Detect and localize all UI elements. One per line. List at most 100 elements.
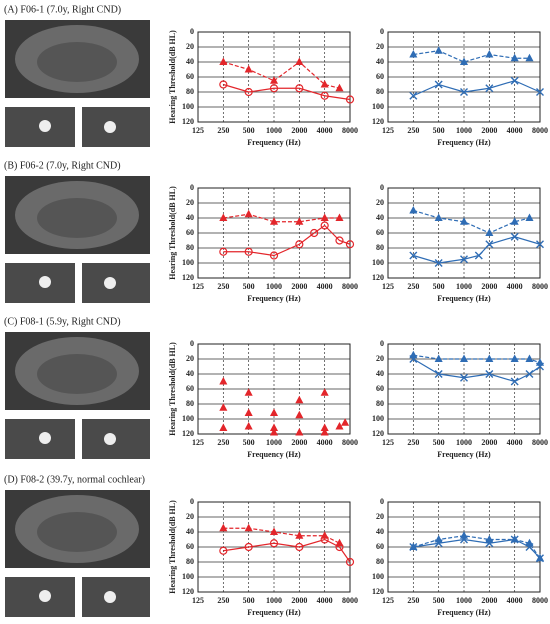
- x-tick-label: 2000: [291, 596, 307, 605]
- x-marker: [434, 370, 443, 378]
- y-tick-label: 60: [376, 72, 384, 81]
- circle-marker: [320, 535, 329, 544]
- x-tick-label: 4000: [317, 596, 333, 605]
- y-tick-label: 20: [376, 512, 384, 521]
- triangle-marker: [219, 376, 228, 385]
- triangle-marker: [295, 395, 304, 404]
- x-tick-label: 125: [382, 282, 394, 291]
- triangle-marker: [219, 213, 228, 221]
- panel-label: (B) F06-2 (7.0y, Right CND): [4, 160, 121, 171]
- y-tick-label: 40: [376, 57, 384, 66]
- x-marker: [510, 535, 519, 544]
- triangle-marker: [295, 531, 304, 539]
- circle-marker: [335, 542, 344, 552]
- y-tick-label: 20: [376, 198, 384, 207]
- triangle-marker: [244, 523, 253, 532]
- triangle-marker: [320, 388, 329, 396]
- y-tick-label: 60: [186, 72, 194, 81]
- x-tick-label: 500: [243, 438, 255, 447]
- triangle-marker: [459, 531, 469, 539]
- mri-spot: [39, 432, 51, 444]
- x-axis-label: Frequency (Hz): [437, 294, 491, 303]
- triangle-marker: [409, 49, 418, 58]
- x-marker: [536, 240, 544, 249]
- triangle-marker: [335, 213, 344, 221]
- triangle-marker: [295, 410, 304, 419]
- x-tick-label: 4000: [317, 126, 333, 135]
- y-tick-label: 40: [186, 57, 194, 66]
- x-tick-label: 125: [192, 282, 204, 291]
- y-tick-label: 120: [182, 587, 194, 596]
- circle-marker: [310, 228, 319, 238]
- circle-marker: [244, 247, 253, 256]
- x-tick-label: 500: [433, 438, 445, 447]
- y-tick-label: 80: [186, 87, 194, 96]
- triangle-marker: [459, 57, 469, 65]
- series-line: [413, 236, 541, 264]
- x-tick-label: 500: [243, 596, 255, 605]
- x-tick-label: 8000: [532, 438, 548, 447]
- triangle-marker: [269, 76, 279, 84]
- triangle-marker: [341, 418, 350, 426]
- x-tick-label: 500: [433, 126, 445, 135]
- circle-marker: [269, 84, 279, 93]
- triangle-marker: [269, 527, 279, 535]
- mri-spot: [39, 590, 51, 602]
- x-marker: [409, 251, 418, 260]
- y-tick-label: 120: [372, 429, 384, 438]
- series-line: [413, 50, 530, 63]
- x-marker: [485, 84, 494, 93]
- y-tick-label: 40: [376, 213, 384, 222]
- series-line: [413, 358, 541, 383]
- circle-marker: [269, 251, 279, 260]
- x-marker: [460, 373, 468, 382]
- x-marker: [474, 251, 483, 260]
- series-line: [413, 80, 541, 97]
- y-tick-label: 20: [186, 354, 194, 363]
- y-tick-label: 80: [186, 243, 194, 252]
- x-marker: [536, 88, 544, 96]
- y-tick-label: 60: [376, 228, 384, 237]
- y-tick-label: 0: [190, 339, 194, 348]
- y-tick-label: 100: [372, 258, 384, 267]
- y-tick-label: 0: [380, 183, 384, 192]
- triangle-marker: [219, 523, 228, 532]
- y-tick-label: 100: [182, 258, 194, 267]
- panel-label: (A) F06-1 (7.0y, Right CND): [4, 4, 121, 15]
- y-tick-label: 80: [376, 87, 384, 96]
- circle-marker: [320, 91, 329, 100]
- panel-label: (D) F08-2 (39.7y, normal cochlear): [4, 474, 145, 485]
- y-tick-label: 40: [186, 369, 194, 378]
- x-axis-label: Frequency (Hz): [247, 138, 301, 147]
- triangle-marker: [269, 217, 279, 225]
- y-tick-label: 120: [372, 117, 384, 126]
- x-tick-label: 4000: [507, 126, 523, 135]
- y-axis-label: Hearing Threshold(dB HL): [168, 186, 177, 280]
- mri-spot: [104, 433, 116, 445]
- x-tick-label: 1000: [456, 438, 472, 447]
- y-tick-label: 20: [186, 42, 194, 51]
- y-tick-label: 100: [372, 572, 384, 581]
- x-marker: [460, 535, 468, 544]
- triangle-marker: [510, 53, 519, 62]
- x-marker: [460, 255, 468, 264]
- mri-spot: [39, 276, 51, 288]
- triangle-marker: [335, 83, 344, 92]
- y-tick-label: 40: [186, 213, 194, 222]
- x-tick-label: 1000: [456, 596, 472, 605]
- y-tick-label: 100: [182, 414, 194, 423]
- x-marker: [510, 76, 519, 85]
- triangle-marker: [485, 228, 494, 236]
- x-marker: [525, 543, 534, 551]
- x-tick-label: 2000: [481, 438, 497, 447]
- triangle-marker: [295, 57, 304, 65]
- y-tick-label: 20: [376, 42, 384, 51]
- y-tick-label: 120: [372, 587, 384, 596]
- x-axis-label: Frequency (Hz): [247, 294, 301, 303]
- y-tick-label: 80: [186, 557, 194, 566]
- x-marker: [485, 240, 494, 249]
- x-marker: [409, 355, 418, 363]
- y-axis-label: Hearing Threshold(dB HL): [168, 500, 177, 594]
- x-tick-label: 2000: [481, 282, 497, 291]
- x-tick-label: 8000: [342, 596, 358, 605]
